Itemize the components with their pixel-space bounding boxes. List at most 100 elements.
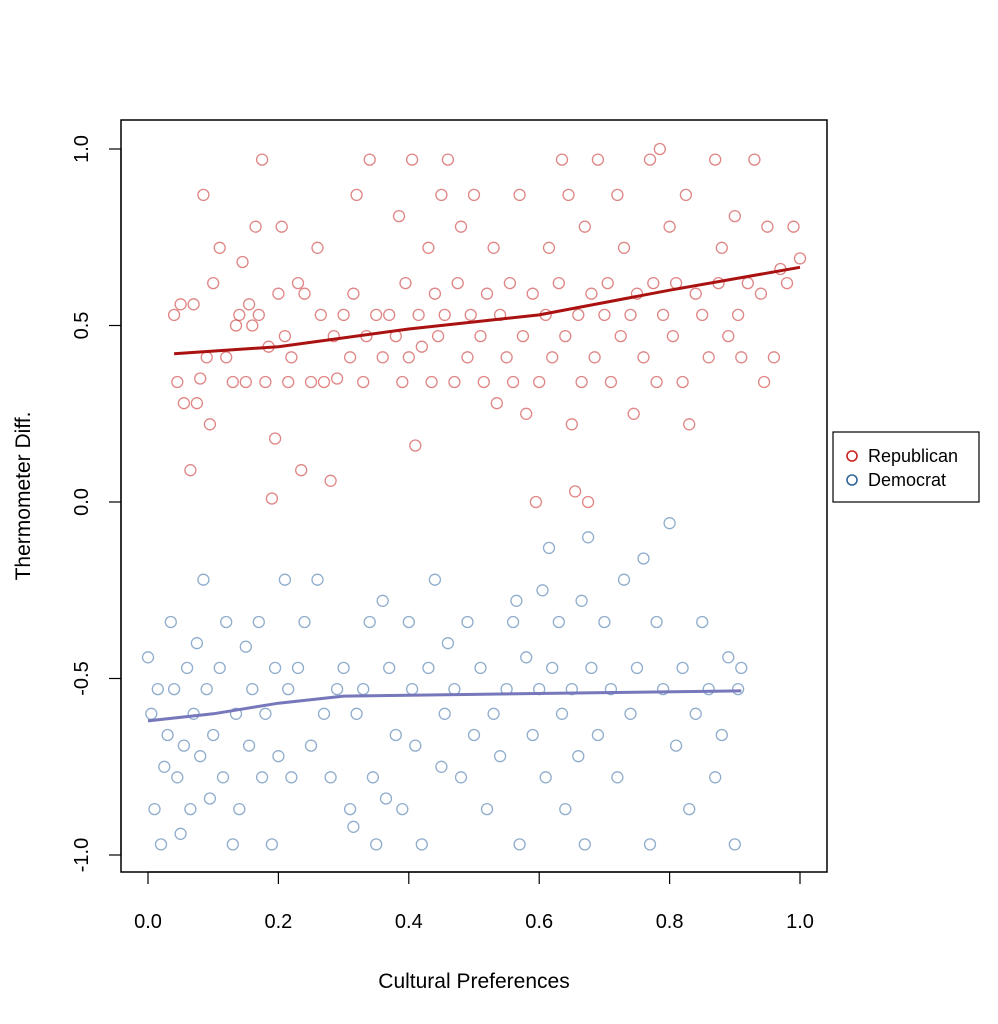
point-democrat (731, 682, 745, 696)
point-republican (689, 287, 702, 300)
point-republican (171, 375, 184, 389)
point-republican (282, 375, 295, 389)
point-democrat (506, 615, 520, 629)
point-democrat (291, 661, 305, 675)
point-democrat (278, 573, 292, 586)
point-republican (728, 209, 741, 223)
point-democrat (405, 682, 419, 696)
point-democrat (304, 739, 318, 752)
point-republican (187, 298, 200, 311)
point-republican (767, 351, 781, 364)
point-democrat (145, 707, 158, 720)
point-republican (242, 298, 256, 311)
point-democrat (493, 750, 507, 763)
point-republican (350, 188, 363, 202)
point-democrat (194, 750, 207, 763)
point-democrat (197, 573, 210, 586)
point-democrat (252, 615, 265, 629)
point-democrat (585, 661, 598, 675)
point-democrat (311, 573, 324, 586)
point-democrat (630, 661, 644, 675)
point-republican (298, 287, 311, 300)
y-axis: -1.0 -0.5 0.0 0.5 1.0 (71, 135, 122, 872)
point-democrat (663, 517, 676, 530)
point-democrat (350, 707, 363, 720)
point-democrat (598, 615, 611, 629)
point-republican (370, 308, 383, 322)
point-republican (324, 474, 337, 487)
point-republican (529, 495, 543, 509)
point-democrat (643, 838, 657, 851)
point-democrat (259, 707, 272, 720)
point-democrat (298, 615, 311, 629)
y-tick-label: -1.0 (71, 838, 93, 872)
point-republican (709, 153, 722, 166)
point-democrat (337, 661, 350, 675)
point-republican (317, 375, 331, 389)
point-democrat (167, 682, 181, 696)
point-republican (392, 209, 406, 223)
legend: Republican Democrat (832, 431, 980, 503)
point-republican (405, 153, 419, 166)
point-democrat (213, 661, 226, 675)
point-republican (617, 241, 631, 254)
point-democrat (184, 802, 197, 816)
point-democrat (174, 827, 187, 840)
point-republican (174, 298, 187, 311)
point-democrat (546, 661, 559, 675)
point-republican (568, 485, 582, 498)
point-democrat (656, 682, 670, 696)
point-democrat (190, 637, 204, 650)
point-democrat (282, 682, 295, 696)
point-democrat (539, 771, 552, 784)
point-republican (679, 188, 693, 202)
point-republican (520, 407, 533, 420)
point-democrat (669, 739, 683, 752)
point-republican (343, 351, 357, 364)
point-republican (696, 308, 709, 322)
point-democrat (454, 771, 468, 784)
point-democrat (428, 573, 442, 586)
x-tick-label: 0.4 (395, 911, 423, 933)
plot-frame (120, 119, 828, 873)
x-tick-label: 0.6 (525, 911, 553, 933)
point-republican (259, 375, 272, 389)
point-republican (516, 329, 530, 343)
point-republican (203, 418, 217, 431)
point-republican (565, 418, 578, 431)
point-republican (233, 308, 246, 322)
point-democrat (246, 682, 259, 696)
point-democrat (357, 682, 370, 696)
point-republican (200, 351, 213, 364)
point-democrat (575, 594, 588, 607)
point-democrat (229, 707, 243, 720)
point-republican (236, 255, 249, 269)
x-axis-title: Cultural Preferences (378, 970, 569, 993)
point-democrat (683, 802, 696, 816)
point-democrat (389, 728, 402, 742)
legend-marker-democrat (846, 474, 858, 486)
point-republican (735, 351, 748, 364)
point-republican (327, 329, 340, 343)
point-democrat (180, 661, 194, 675)
point-democrat (578, 838, 591, 851)
point-democrat (383, 661, 396, 675)
point-democrat (487, 707, 500, 720)
point-republican (229, 319, 243, 332)
point-republican (555, 153, 569, 166)
point-republican (542, 241, 556, 254)
point-republican (793, 252, 807, 265)
point-republican (546, 351, 559, 364)
point-republican (454, 220, 468, 233)
point-democrat (474, 661, 487, 675)
point-democrat (689, 707, 702, 720)
point-democrat (422, 661, 435, 675)
point-republican (425, 375, 438, 389)
point-republican (415, 340, 428, 353)
point-republican (213, 241, 226, 254)
point-democrat (285, 771, 298, 784)
point-republican (412, 308, 425, 322)
point-republican (754, 287, 768, 300)
point-democrat (510, 594, 523, 607)
point-republican (578, 220, 591, 233)
